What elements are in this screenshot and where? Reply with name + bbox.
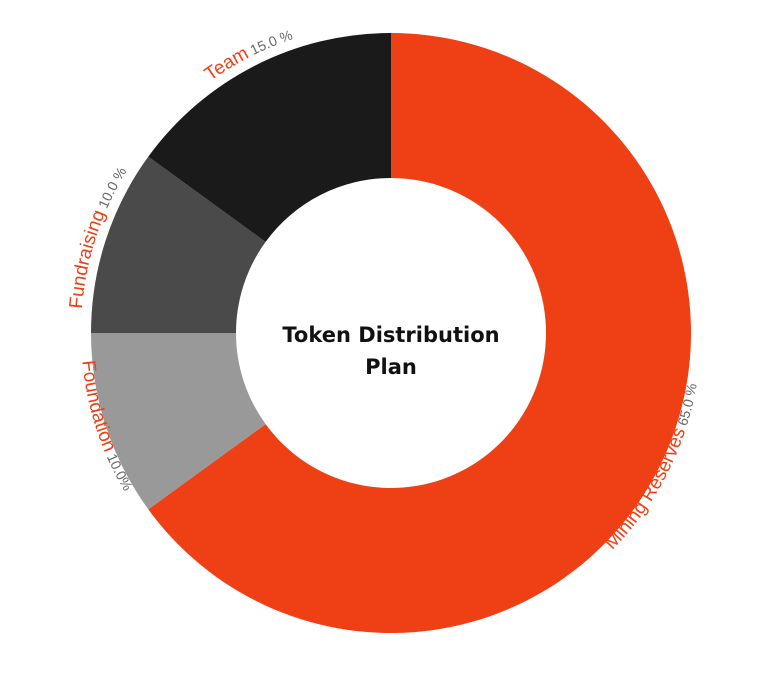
center-title-line-1: Token Distribution [282, 323, 499, 347]
center-title-group: Token Distribution Plan [282, 323, 499, 379]
slice-foundation [90, 333, 266, 510]
slices-group [90, 32, 691, 633]
slice-fundraising [91, 156, 266, 333]
slice-mining-reserves [148, 33, 691, 633]
center-title-line-2: Plan [365, 355, 417, 379]
slice-team [148, 32, 391, 242]
